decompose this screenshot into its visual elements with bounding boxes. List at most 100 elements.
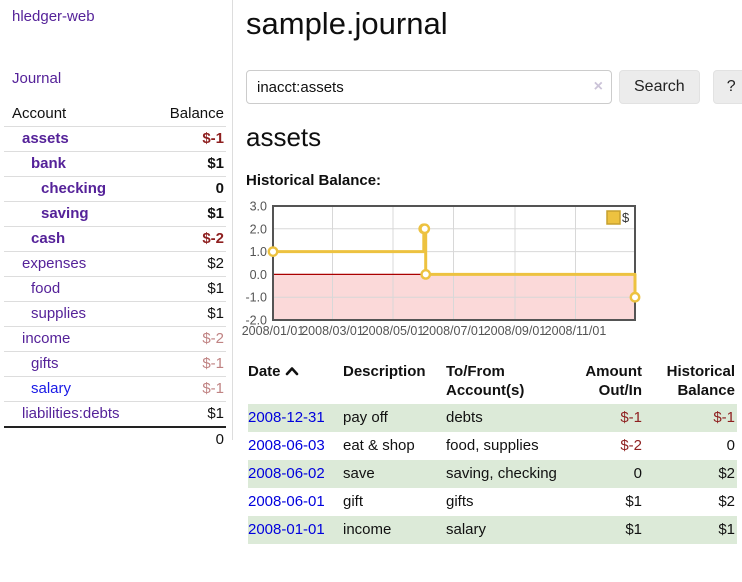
transaction-amount: $-1: [564, 404, 644, 432]
account-row-checking: checking 0: [4, 176, 226, 202]
transaction-date-link[interactable]: 2008-06-02: [248, 465, 325, 482]
account-link-salary[interactable]: salary: [31, 380, 72, 397]
account-link-assets[interactable]: assets: [22, 130, 69, 147]
account-link-supplies[interactable]: supplies: [31, 305, 87, 322]
account-balance: $1: [153, 301, 226, 327]
transaction-date-link[interactable]: 2008-06-03: [248, 437, 325, 454]
transaction-accounts: saving, checking: [446, 460, 564, 488]
account-link-bank[interactable]: bank: [31, 155, 67, 172]
accounts-header-balance: Balance: [153, 102, 226, 127]
account-balance: $1: [153, 201, 226, 227]
transaction-balance: 0: [726, 437, 735, 454]
transaction-date-link[interactable]: 2008-12-31: [248, 409, 325, 426]
transaction-amount: $1: [564, 516, 644, 544]
transaction-balance: $2: [718, 493, 735, 510]
accounts-total-row: 0: [4, 426, 226, 452]
transaction-description: gift: [343, 493, 364, 510]
x-tick-label: 2008/07/01: [422, 324, 485, 338]
transaction-accounts: gifts: [446, 493, 474, 510]
accounts-total-value: 0: [153, 426, 226, 452]
account-row-cash: cash $-2: [4, 226, 226, 252]
register-header-amount: Amount Out/In: [585, 363, 642, 399]
register-header-accounts: To/From Account(s): [446, 363, 525, 399]
accounts-table: Account Balance assets $-1 bank $1 check…: [4, 102, 226, 452]
account-balance: $-2: [153, 226, 226, 252]
account-balance: $1: [153, 276, 226, 302]
account-link-liabilities-debts[interactable]: liabilities:debts: [22, 405, 120, 422]
account-row-expenses: expenses $2: [4, 251, 226, 277]
search-button[interactable]: Search: [619, 70, 700, 104]
legend-swatch: [606, 210, 621, 225]
y-tick-label: 2.0: [250, 222, 267, 236]
account-link-cash[interactable]: cash: [31, 230, 66, 247]
register-header-description: Description: [343, 363, 426, 380]
search-input[interactable]: [246, 70, 612, 104]
register-header-row: Date Description To/From Account(s) Amou…: [248, 360, 737, 404]
y-tick-label: 1.0: [250, 245, 267, 259]
account-row-supplies: supplies $1: [4, 301, 226, 327]
account-heading: assets: [246, 122, 322, 152]
sort-ascending-icon: [285, 363, 299, 382]
transaction-description: save: [343, 460, 446, 488]
account-balance: $1: [153, 401, 226, 428]
register-row: 2008-06-01 gift gifts $1 $2: [248, 488, 737, 516]
transaction-amount: $1: [625, 493, 642, 510]
account-link-food[interactable]: food: [31, 280, 61, 297]
y-tick-label: -1.0: [245, 291, 267, 305]
search-bar: × Search ?: [246, 70, 742, 104]
transaction-accounts: salary: [446, 516, 564, 544]
account-row-liabilities-debts: liabilities:debts $1: [4, 401, 226, 428]
account-balance: $-1: [153, 376, 226, 402]
accounts-header-row: Account Balance: [4, 102, 226, 127]
account-row-income: income $-2: [4, 326, 226, 352]
transaction-amount: 0: [564, 460, 644, 488]
y-tick-label: 3.0: [250, 200, 267, 214]
page-title: sample.journal: [246, 6, 448, 41]
sidebar: hledger-web Journal Account Balance asse…: [0, 0, 233, 452]
x-tick-label: 2008/03/01: [301, 324, 364, 338]
chart-title: Historical Balance:: [246, 172, 382, 189]
account-link-checking[interactable]: checking: [41, 180, 107, 197]
account-link-income[interactable]: income: [22, 330, 71, 347]
transaction-date-link[interactable]: 2008-01-01: [248, 521, 325, 538]
data-point-marker: [267, 246, 279, 257]
x-tick-label: 2008/09/01: [484, 324, 547, 338]
account-balance: $-2: [153, 326, 226, 352]
historical-balance-chart[interactable]: $3.0 2.0 1.0 0.0 -1.0 -2.02008/01/012008/03/0…: [240, 198, 650, 346]
data-point-marker: [419, 223, 431, 235]
plot-border: [272, 205, 636, 321]
register-row: 2008-01-01 income salary $1 $1: [248, 516, 737, 544]
y-tick-label: -2.0: [245, 314, 267, 328]
transaction-amount: $-2: [620, 437, 642, 454]
account-balance: $1: [153, 151, 226, 177]
register-header-date[interactable]: Date: [248, 360, 343, 404]
register-row: 2008-12-31 pay off debts $-1 $-1: [248, 404, 737, 432]
account-link-gifts[interactable]: gifts: [31, 355, 59, 372]
accounts-header-account: Account: [4, 102, 154, 127]
transaction-description: eat & shop: [343, 437, 415, 454]
clear-search-icon[interactable]: ×: [593, 78, 603, 95]
account-row-bank: bank $1: [4, 151, 226, 177]
account-row-saving: saving $1: [4, 201, 226, 227]
account-row-salary: salary $-1: [4, 376, 226, 402]
sidebar-item-journal[interactable]: Journal: [12, 70, 62, 87]
help-button[interactable]: ?: [712, 70, 742, 104]
transaction-balance: $-1: [644, 404, 737, 432]
account-link-expenses[interactable]: expenses: [22, 255, 87, 272]
register-header-balance: Historical Balance: [666, 363, 735, 399]
account-balance: $-1: [153, 126, 226, 152]
x-tick-label: 2008/11/01: [545, 324, 607, 338]
register-row: 2008-06-03 eat & shop food, supplies $-2…: [248, 432, 737, 460]
date-header-label: Date: [248, 363, 281, 380]
account-row-food: food $1: [4, 276, 226, 302]
data-point-marker: [629, 291, 641, 303]
x-tick-label: 2008/05/01: [362, 324, 425, 338]
account-link-saving[interactable]: saving: [41, 205, 89, 222]
data-point-marker: [420, 269, 432, 280]
account-row-gifts: gifts $-1: [4, 351, 226, 377]
account-balance: 0: [153, 176, 226, 202]
brand-link[interactable]: hledger-web: [12, 8, 95, 25]
transaction-date-link[interactable]: 2008-06-01: [248, 493, 325, 510]
transaction-accounts: debts: [446, 404, 564, 432]
